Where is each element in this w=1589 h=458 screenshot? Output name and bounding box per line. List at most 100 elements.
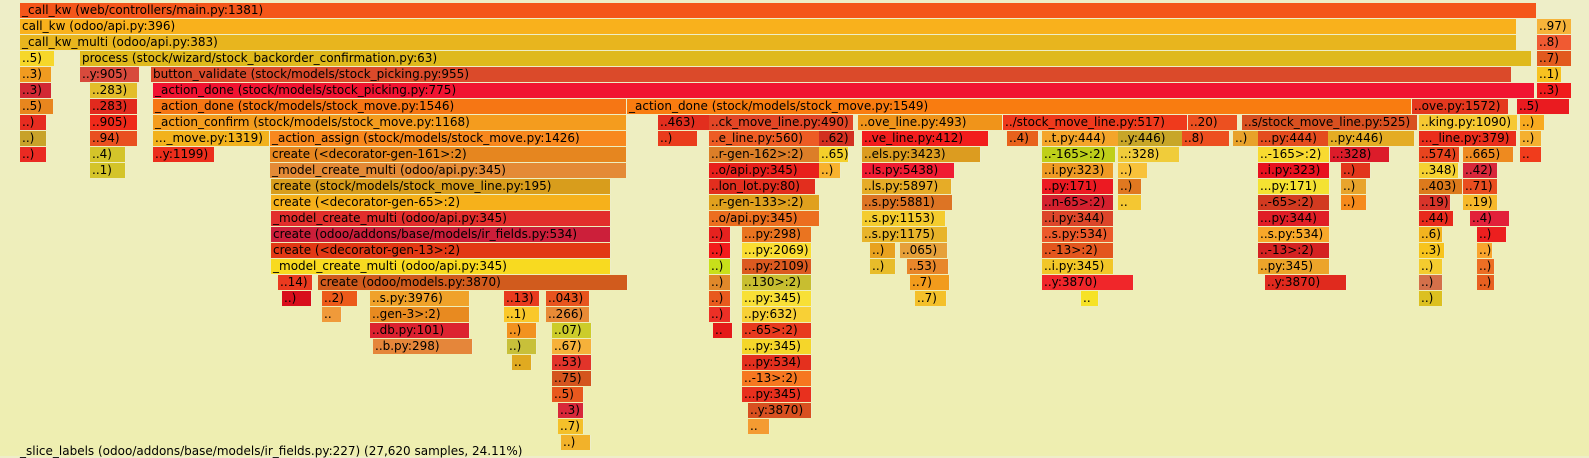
- flame-frame[interactable]: ...py:2069): [742, 243, 812, 258]
- flame-frame[interactable]: ..7): [1537, 51, 1572, 66]
- flame-frame[interactable]: ..): [870, 243, 896, 258]
- flame-frame[interactable]: ..i.py:323): [1042, 163, 1114, 178]
- flame-frame[interactable]: ..4): [1470, 211, 1510, 226]
- flame-frame[interactable]: ..: [713, 323, 733, 338]
- flame-frame[interactable]: ..19): [1419, 195, 1451, 210]
- flame-frame[interactable]: ..71): [1463, 179, 1498, 194]
- flame-frame[interactable]: ..db.py:101): [370, 323, 470, 338]
- flame-frame[interactable]: ..): [870, 259, 896, 274]
- flame-frame[interactable]: _call_kw_multi (odoo/api.py:383): [20, 35, 1517, 50]
- flame-frame[interactable]: ..o/api.py:345): [709, 211, 820, 226]
- flame-frame[interactable]: ..s.py:534): [1258, 227, 1330, 242]
- flame-frame[interactable]: ..20): [1188, 115, 1238, 130]
- flame-frame[interactable]: ..7): [558, 419, 584, 434]
- flame-frame[interactable]: ..): [507, 339, 537, 354]
- flame-frame[interactable]: process (stock/wizard/stock_backorder_co…: [80, 51, 1532, 66]
- flame-frame[interactable]: ..1): [1537, 67, 1562, 82]
- flame-frame[interactable]: ..3): [1419, 243, 1445, 258]
- flame-frame[interactable]: ..o/api.py:345): [709, 163, 820, 178]
- flame-frame[interactable]: ..1): [90, 163, 126, 178]
- flame-frame[interactable]: ..3): [20, 83, 52, 98]
- flame-frame[interactable]: ..py:171): [1042, 179, 1114, 194]
- flame-frame[interactable]: ..2): [322, 291, 358, 306]
- flame-frame[interactable]: ..665): [1463, 147, 1514, 162]
- flame-frame[interactable]: ..97): [1537, 19, 1572, 34]
- flame-frame[interactable]: ..): [1341, 163, 1371, 178]
- flame-frame[interactable]: ..): [1477, 227, 1507, 242]
- flame-frame[interactable]: ..ove.py:1572): [1412, 99, 1509, 114]
- flame-frame[interactable]: ..i.py:323): [1258, 163, 1330, 178]
- flame-frame[interactable]: ..s.py:5881): [862, 195, 953, 210]
- flame-frame[interactable]: ..py:632): [742, 307, 812, 322]
- flame-frame[interactable]: ..-165>:2): [1042, 147, 1116, 162]
- flame-frame[interactable]: ..: [1520, 147, 1542, 162]
- flame-frame[interactable]: ..: [748, 419, 770, 434]
- flame-frame[interactable]: ..ck_move_line.py:490): [709, 115, 854, 130]
- flame-frame[interactable]: ..t.py:444): [1042, 131, 1134, 146]
- flame-frame[interactable]: ..._line.py:379): [1419, 131, 1517, 146]
- flame-frame[interactable]: ..44): [1419, 211, 1454, 226]
- flame-frame[interactable]: ..348): [1419, 163, 1459, 178]
- flame-frame[interactable]: create (odoo/addons/base/models/ir_field…: [271, 227, 611, 242]
- flame-frame[interactable]: ..): [20, 115, 47, 130]
- flame-frame[interactable]: ..): [709, 307, 731, 322]
- flame-frame[interactable]: ..): [1118, 179, 1142, 194]
- flame-frame[interactable]: ..): [1341, 195, 1367, 210]
- flame-frame[interactable]: ...py:345): [742, 387, 812, 402]
- flame-frame[interactable]: ..): [1477, 275, 1495, 290]
- flame-frame[interactable]: ..-13>:2): [1042, 243, 1114, 258]
- flame-frame[interactable]: ..): [561, 435, 591, 450]
- flame-frame[interactable]: create (<decorator-gen-13>:2): [271, 243, 611, 258]
- flame-frame[interactable]: ...py:171): [1258, 179, 1330, 194]
- flame-frame[interactable]: ..): [507, 323, 537, 338]
- flame-frame[interactable]: ...py:345): [742, 291, 812, 306]
- flame-frame[interactable]: _action_assign (stock/models/stock_move.…: [270, 131, 627, 146]
- flame-frame[interactable]: ..07): [552, 323, 592, 338]
- flame-frame[interactable]: ..els.py:3423): [862, 147, 981, 162]
- flame-frame[interactable]: ..): [709, 227, 731, 242]
- flame-frame[interactable]: ..463): [658, 115, 718, 130]
- flame-frame[interactable]: ..1): [504, 307, 540, 322]
- flame-frame[interactable]: ..): [709, 243, 731, 258]
- flame-frame[interactable]: create (stock/models/stock_move_line.py:…: [271, 179, 611, 194]
- flame-frame[interactable]: ..: [1118, 195, 1142, 210]
- flame-frame[interactable]: ..3): [558, 403, 584, 418]
- flame-frame[interactable]: ..): [1118, 163, 1148, 178]
- flame-frame[interactable]: ...py:298): [742, 227, 812, 242]
- flame-frame[interactable]: ..): [1419, 259, 1443, 274]
- flame-frame[interactable]: ..): [1233, 131, 1265, 146]
- flame-frame[interactable]: ..043): [546, 291, 590, 306]
- flame-frame[interactable]: ..s.py:1175): [862, 227, 948, 242]
- flame-frame[interactable]: ..53): [552, 355, 592, 370]
- flame-frame[interactable]: ..19): [1463, 195, 1498, 210]
- flame-frame[interactable]: ..): [1419, 275, 1443, 290]
- flame-frame[interactable]: ..:328): [1118, 147, 1180, 162]
- flame-frame[interactable]: ..6): [1419, 227, 1443, 242]
- flame-frame[interactable]: ..): [282, 291, 312, 306]
- flame-frame[interactable]: _action_confirm (stock/models/stock_move…: [153, 115, 627, 130]
- flame-frame[interactable]: ..s.py:1153): [862, 211, 946, 226]
- flame-frame[interactable]: ..13): [504, 291, 540, 306]
- flame-frame[interactable]: ...py:344): [1258, 211, 1330, 226]
- flame-frame[interactable]: ...py:534): [742, 355, 812, 370]
- flame-frame[interactable]: ..5): [1517, 99, 1570, 114]
- flame-frame[interactable]: ..-65>:2): [742, 323, 812, 338]
- flame-frame[interactable]: ..): [709, 259, 731, 274]
- flame-frame[interactable]: ..): [20, 131, 47, 146]
- flame-frame[interactable]: ..): [709, 275, 731, 290]
- flame-frame[interactable]: ..): [658, 131, 698, 146]
- flame-frame[interactable]: ...py:2109): [742, 259, 812, 274]
- flame-frame[interactable]: ..4): [1007, 131, 1039, 146]
- flame-frame[interactable]: _action_done (stock/models/stock_picking…: [153, 83, 1535, 98]
- flame-frame[interactable]: ..53): [907, 259, 949, 274]
- flame-frame[interactable]: ..5): [20, 51, 55, 66]
- flame-frame[interactable]: _call_kw (web/controllers/main.py:1381): [20, 3, 1537, 18]
- flame-frame[interactable]: ..5): [552, 387, 584, 402]
- flame-frame[interactable]: ..65): [819, 147, 849, 162]
- flame-frame[interactable]: ..:328): [1330, 147, 1390, 162]
- flame-frame[interactable]: ..62): [819, 131, 855, 146]
- flame-frame[interactable]: create (<decorator-gen-65>:2): [271, 195, 611, 210]
- flame-frame[interactable]: ..5): [20, 99, 54, 114]
- flame-frame[interactable]: ..r-gen-162>:2): [709, 147, 820, 162]
- flame-frame[interactable]: ..r-gen-133>:2): [709, 195, 820, 210]
